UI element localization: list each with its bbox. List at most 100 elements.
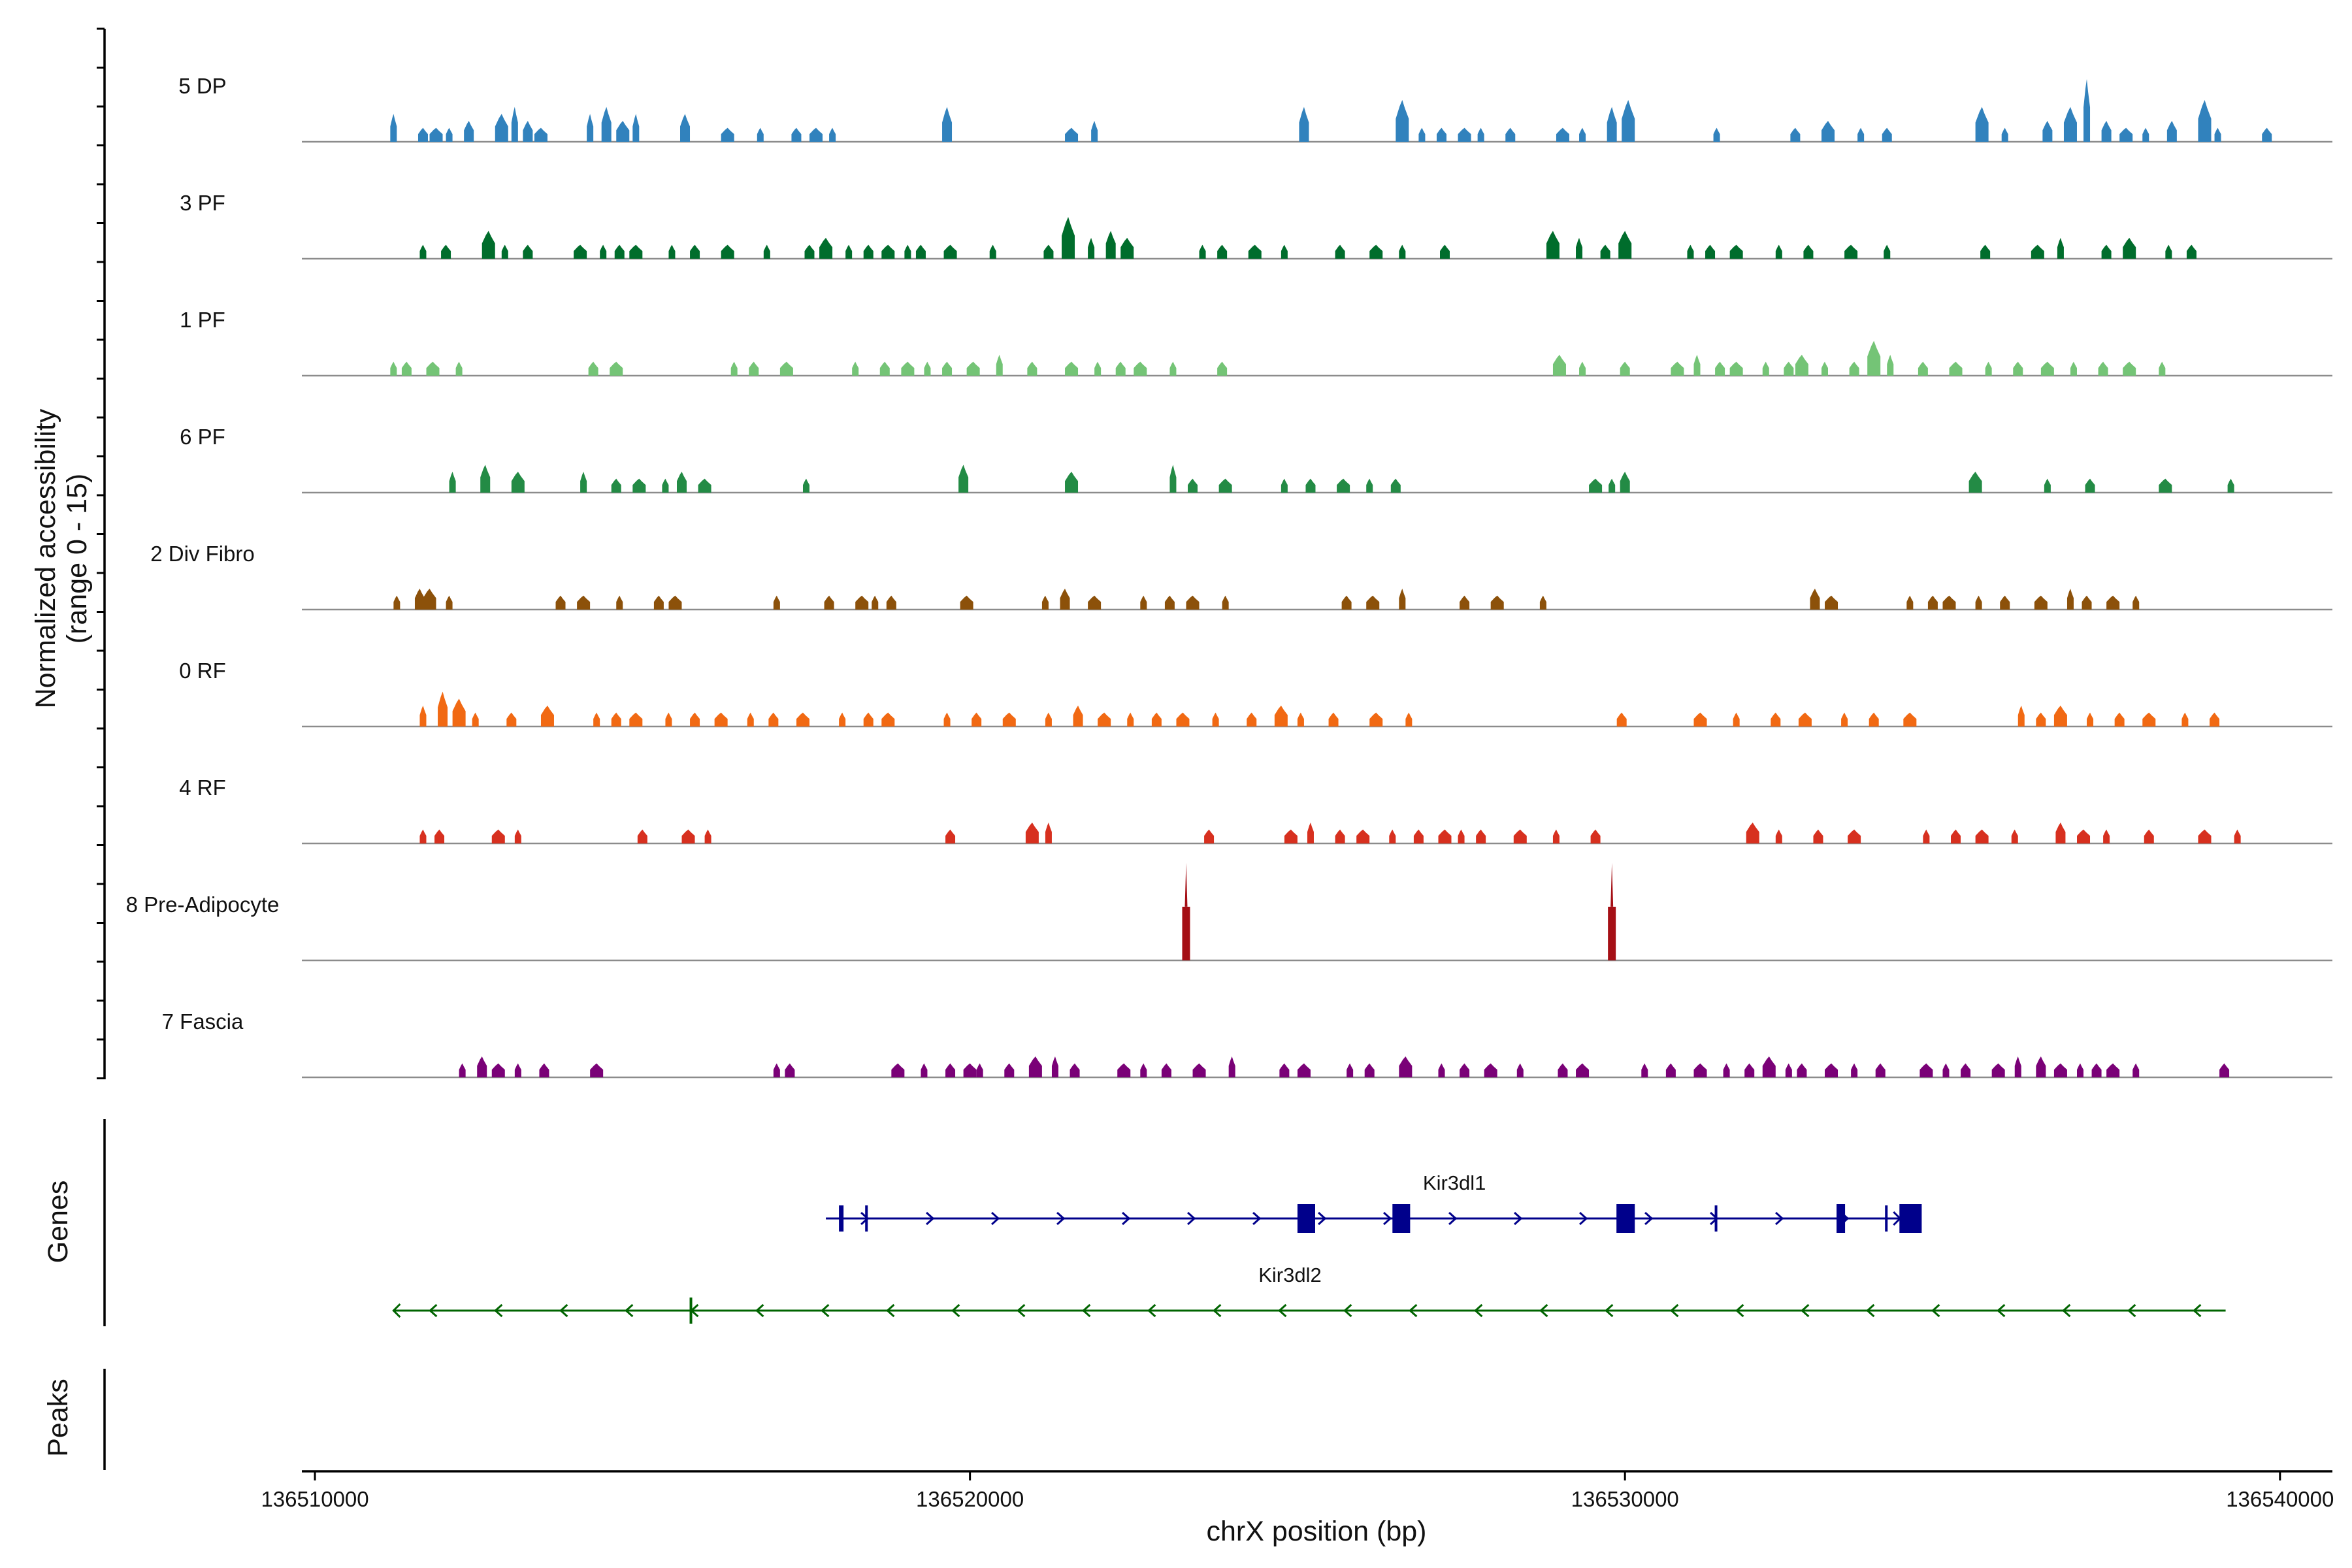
coverage-peak — [1705, 244, 1716, 259]
coverage-peak — [1729, 361, 1743, 376]
coverage-peak — [1600, 244, 1610, 259]
coverage-peak — [390, 114, 397, 142]
coverage-peak — [1274, 706, 1288, 727]
track-2: 1 PF — [180, 308, 2332, 377]
coverage-peak — [2123, 361, 2136, 376]
coverage-peak — [1576, 1063, 1590, 1077]
coverage-peak — [845, 244, 853, 259]
coverage-peak — [419, 244, 427, 259]
coverage-peak — [1460, 1063, 1470, 1077]
coverage-peak — [963, 1063, 977, 1077]
coverage-peak — [2227, 478, 2234, 493]
coverage-peak — [1851, 1063, 1858, 1077]
exon — [1837, 1204, 1846, 1233]
coverage-peak — [2013, 361, 2023, 376]
coverage-peak — [1825, 1063, 1838, 1077]
coverage-peak — [1556, 127, 1569, 142]
strand-arrow — [755, 1303, 764, 1318]
coverage-peak — [665, 712, 672, 727]
coverage-peak — [2142, 127, 2149, 142]
coverage-peak — [852, 361, 859, 376]
coverage-peak — [2017, 706, 2025, 727]
coverage-peak — [662, 478, 669, 493]
coverage-peak — [1151, 712, 1162, 727]
strand-arrow — [951, 1303, 960, 1318]
coverage-peak — [449, 472, 456, 493]
coverage-peak — [1693, 355, 1701, 376]
coverage-peak — [511, 106, 518, 142]
track-7: 8 Pre-Adipocyte — [126, 862, 2332, 962]
coverage-peak — [763, 244, 770, 259]
track-label: 6 PF — [180, 425, 225, 449]
coverage-peak — [1458, 829, 1465, 843]
coverage-peak — [886, 595, 896, 610]
strand-arrow — [1579, 1211, 1588, 1226]
coverage-peak — [1516, 1063, 1524, 1077]
coverage-peak — [1065, 127, 1079, 142]
coverage-peak — [757, 127, 764, 142]
coverage-peak — [1335, 244, 1345, 259]
coverage-peak — [1297, 712, 1304, 727]
coverage-peak — [590, 1063, 604, 1077]
exon — [1392, 1204, 1411, 1233]
coverage-peak — [600, 244, 607, 259]
coverage-peak — [915, 244, 926, 259]
track-0: 5 DP — [178, 74, 2332, 143]
strand-arrow — [1056, 1211, 1066, 1226]
coverage-peak — [943, 244, 957, 259]
coverage-peak-tip — [1184, 862, 1188, 907]
coverage-peak — [1281, 478, 1288, 493]
coverage-peak — [681, 829, 695, 843]
coverage-peak — [1744, 1063, 1755, 1077]
coverage-peak — [668, 244, 676, 259]
coverage-peak — [1094, 361, 1102, 376]
coverage-peak — [1821, 121, 1835, 142]
coverage-peak — [2198, 100, 2212, 142]
strand-arrow — [1997, 1303, 2006, 1318]
coverage-peak — [958, 465, 969, 493]
coverage-peak — [1028, 1056, 1042, 1077]
strand-arrow — [1539, 1303, 1548, 1318]
coverage-peak — [426, 361, 440, 376]
coverage-peak — [1975, 106, 1989, 142]
coverage-peak — [1775, 829, 1782, 843]
coverage-peak — [1025, 823, 1039, 843]
exon — [1297, 1204, 1315, 1233]
coverage-peak — [1396, 100, 1409, 142]
coverage-peak — [2142, 712, 2156, 727]
coverage-peak — [601, 106, 612, 142]
coverage-peak — [1622, 100, 1635, 142]
coverage-peak — [945, 829, 956, 843]
coverage-peak — [1281, 244, 1288, 259]
coverage-peak — [1951, 829, 1961, 843]
coverage-peak — [393, 595, 400, 610]
coverage-peak — [459, 1063, 466, 1077]
coverage-peak — [1438, 829, 1452, 843]
strand-arrow — [1801, 1303, 1810, 1318]
coverage-peak — [1887, 355, 1894, 376]
coverage-peak — [1218, 478, 1232, 493]
coverage-peak — [1341, 595, 1352, 610]
coverage-peak — [1458, 127, 1471, 142]
strand-arrow — [1644, 1211, 1654, 1226]
x-axis-tick-label: 136520000 — [916, 1487, 1024, 1511]
coverage-peak — [768, 712, 779, 727]
coverage-peak — [1222, 595, 1229, 610]
coverage-peak — [1620, 361, 1630, 376]
strand-arrow — [2193, 1303, 2202, 1318]
exon — [1616, 1204, 1635, 1233]
coverage-peak — [1552, 355, 1566, 376]
strand-arrow — [1187, 1211, 1196, 1226]
coverage-peak — [1813, 829, 1823, 843]
coverage-peak — [1004, 1063, 1015, 1077]
coverage-peak — [2123, 238, 2136, 259]
coverage-peak — [434, 829, 445, 843]
coverage-peak — [637, 829, 647, 843]
coverage-peak — [2101, 121, 2112, 142]
coverage-peak — [1176, 712, 1190, 727]
coverage-peak — [1803, 244, 1814, 259]
coverage-peak — [1027, 361, 1037, 376]
coverage-peak — [1687, 244, 1694, 259]
coverage-peak — [1546, 231, 1560, 259]
coverage-peak — [2066, 589, 2074, 610]
